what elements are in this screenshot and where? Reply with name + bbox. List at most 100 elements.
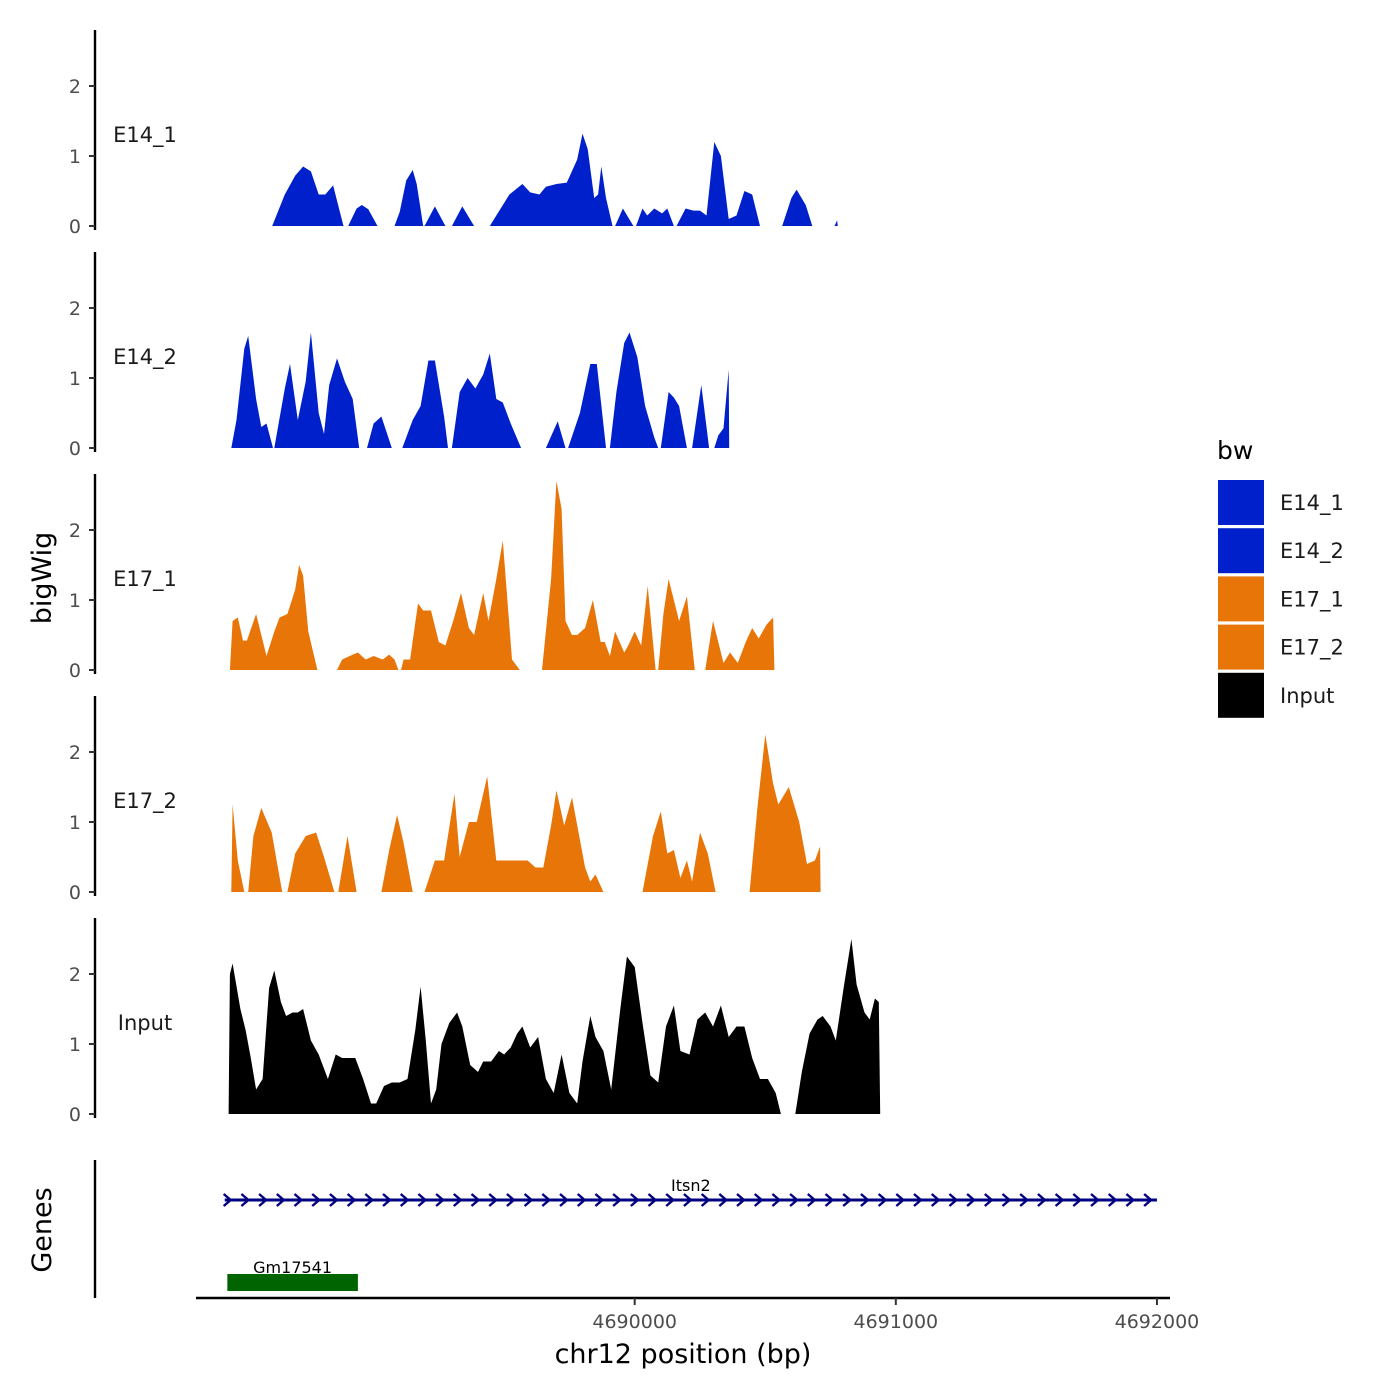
strand-arrow bbox=[488, 1193, 499, 1207]
strand-arrow bbox=[824, 1193, 835, 1207]
strand-arrow bbox=[346, 1193, 357, 1207]
strand-arrow bbox=[559, 1193, 569, 1207]
signal-area bbox=[424, 206, 446, 226]
track-label: E14_1 bbox=[113, 123, 177, 148]
signal-area bbox=[451, 206, 475, 226]
signal-area bbox=[636, 208, 674, 226]
track-e17-1: 0 1 2 E17_1 bbox=[69, 474, 775, 682]
strand-arrow bbox=[1037, 1193, 1047, 1207]
signal-area bbox=[545, 421, 566, 448]
y-tick-label: 0 bbox=[69, 438, 81, 460]
legend-swatch bbox=[1218, 624, 1264, 670]
legend-label: E14_2 bbox=[1280, 539, 1344, 564]
gene-label: Gm17541 bbox=[253, 1258, 332, 1277]
strand-arrow bbox=[541, 1193, 552, 1207]
track-input: 0 1 2 Input bbox=[69, 918, 881, 1126]
signal-tracks: 0 1 2 E14_1 0 1 2 E14_2 0 1 2 E17_1 0 1 2 E17_2 0 1 2 Input bbox=[69, 30, 881, 1126]
legend-title: bw bbox=[1217, 436, 1253, 465]
strand-arrow bbox=[753, 1193, 764, 1207]
strand-arrow bbox=[612, 1193, 622, 1207]
signal-area bbox=[381, 815, 413, 892]
signal-area bbox=[272, 166, 344, 226]
strand-arrow bbox=[1001, 1193, 1012, 1207]
strand-arrow bbox=[683, 1193, 693, 1207]
strand-arrow bbox=[860, 1193, 870, 1207]
strand-arrow bbox=[1090, 1193, 1100, 1207]
strand-arrow bbox=[523, 1193, 534, 1207]
strand-arrow bbox=[948, 1193, 959, 1207]
y-tick-label: 0 bbox=[69, 660, 81, 682]
strand-arrow bbox=[1072, 1193, 1083, 1207]
signal-area bbox=[568, 364, 606, 448]
x-tick-label: 4691000 bbox=[854, 1311, 939, 1333]
signal-area bbox=[834, 220, 838, 226]
strand-arrow bbox=[789, 1193, 799, 1207]
y-tick-label: 1 bbox=[69, 590, 81, 612]
genes-track: Itsn2 Gm17541 bbox=[93, 1160, 1157, 1298]
signal-area bbox=[676, 142, 760, 226]
y-tick-label: 1 bbox=[69, 1034, 81, 1056]
genes-axis-title: Genes bbox=[27, 1187, 58, 1272]
gene-body bbox=[227, 1274, 358, 1291]
signal-area bbox=[542, 481, 656, 670]
signal-area bbox=[248, 808, 283, 892]
signal-area bbox=[692, 385, 710, 448]
signal-area bbox=[231, 804, 245, 892]
signal-area bbox=[660, 392, 687, 448]
legend-item: E17_2 bbox=[1218, 624, 1344, 670]
track-label: E14_2 bbox=[113, 345, 177, 370]
strand-arrow bbox=[276, 1193, 286, 1207]
strand-arrow bbox=[417, 1193, 428, 1207]
strand-arrow bbox=[771, 1193, 782, 1207]
signal-area bbox=[401, 540, 520, 670]
strand-arrow bbox=[1143, 1193, 1153, 1207]
signal-area bbox=[228, 956, 781, 1114]
strand-arrow bbox=[364, 1193, 375, 1207]
y-tick-label: 2 bbox=[69, 520, 81, 542]
signal-area bbox=[795, 939, 881, 1114]
legend-label: E17_2 bbox=[1280, 636, 1344, 661]
signal-area bbox=[338, 836, 357, 892]
strand-arrow bbox=[807, 1193, 817, 1207]
x-axis-title: chr12 position (bp) bbox=[555, 1339, 812, 1370]
strand-arrow bbox=[913, 1193, 923, 1207]
strand-arrow bbox=[1054, 1193, 1065, 1207]
legend-label: E17_1 bbox=[1280, 587, 1344, 612]
legend-swatch bbox=[1218, 528, 1264, 574]
signal-area bbox=[394, 170, 424, 226]
y-tick-label: 2 bbox=[69, 76, 81, 98]
legend: bw E14_1 E14_2 E17_1 E17_2 Input bbox=[1217, 436, 1344, 718]
strand-arrow bbox=[506, 1193, 516, 1207]
strand-arrow bbox=[665, 1193, 676, 1207]
legend-swatch bbox=[1218, 480, 1264, 525]
y-tick-label: 0 bbox=[69, 1104, 81, 1126]
signal-area bbox=[714, 369, 730, 448]
strand-arrow bbox=[930, 1193, 941, 1207]
y-tick-label: 2 bbox=[69, 742, 81, 764]
y-axis-title: bigWig bbox=[27, 532, 58, 625]
signal-area bbox=[231, 336, 273, 448]
strand-arrow bbox=[647, 1193, 658, 1207]
y-tick-label: 0 bbox=[69, 216, 81, 238]
signal-area bbox=[705, 617, 775, 670]
y-tick-label: 1 bbox=[69, 146, 81, 168]
legend-label: Input bbox=[1280, 684, 1334, 708]
track-e14-1: 0 1 2 E14_1 bbox=[69, 30, 838, 238]
strand-arrow bbox=[576, 1193, 587, 1207]
y-tick-label: 0 bbox=[69, 882, 81, 904]
y-tick-label: 2 bbox=[69, 964, 81, 986]
strand-arrow bbox=[700, 1193, 711, 1207]
legend-item: E14_2 bbox=[1218, 528, 1344, 574]
strand-arrow bbox=[718, 1193, 729, 1207]
track-label: Input bbox=[118, 1011, 172, 1035]
strand-arrow bbox=[842, 1193, 853, 1207]
strand-arrow bbox=[293, 1193, 304, 1207]
legend-item: E17_1 bbox=[1218, 576, 1344, 622]
signal-area bbox=[424, 776, 604, 892]
track-label: E17_2 bbox=[113, 789, 177, 814]
strand-arrow bbox=[329, 1193, 339, 1207]
strand-arrow bbox=[258, 1193, 268, 1207]
signal-area bbox=[287, 832, 335, 892]
strand-arrow bbox=[453, 1193, 463, 1207]
signal-area bbox=[615, 208, 634, 226]
